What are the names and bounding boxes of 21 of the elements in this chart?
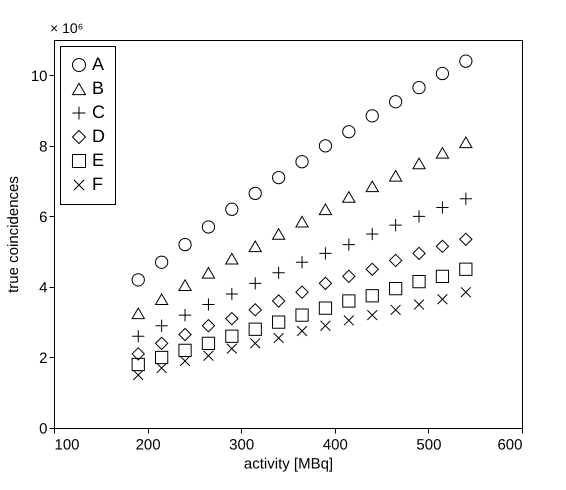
legend-label: D: [92, 126, 105, 146]
y-tick-label: 4: [39, 279, 48, 296]
legend-label: C: [92, 102, 105, 122]
x-tick-label: 600: [497, 436, 522, 454]
x-tick-label: 100: [54, 436, 80, 454]
x-tick-label: 500: [416, 436, 442, 454]
text: × 10⁶: [50, 20, 84, 36]
y-tick-label: 6: [39, 208, 48, 226]
legend-label: F: [92, 174, 103, 194]
x-tick-label: 200: [136, 436, 161, 454]
y-axis-title: true coincidences: [4, 176, 22, 293]
y-tick-label: 10: [30, 68, 48, 85]
x-tick-label: 400: [322, 436, 348, 454]
x-axis-title: activity [MBq]: [244, 456, 334, 472]
x-tick-label: 300: [229, 436, 254, 454]
legend-label: A: [92, 54, 104, 74]
y-tick-label: 2: [39, 350, 48, 367]
y-tick-label: 8: [39, 138, 48, 156]
legend-label: E: [92, 150, 104, 170]
legend-label: B: [92, 78, 104, 98]
y-tick-label: 0: [39, 420, 48, 438]
